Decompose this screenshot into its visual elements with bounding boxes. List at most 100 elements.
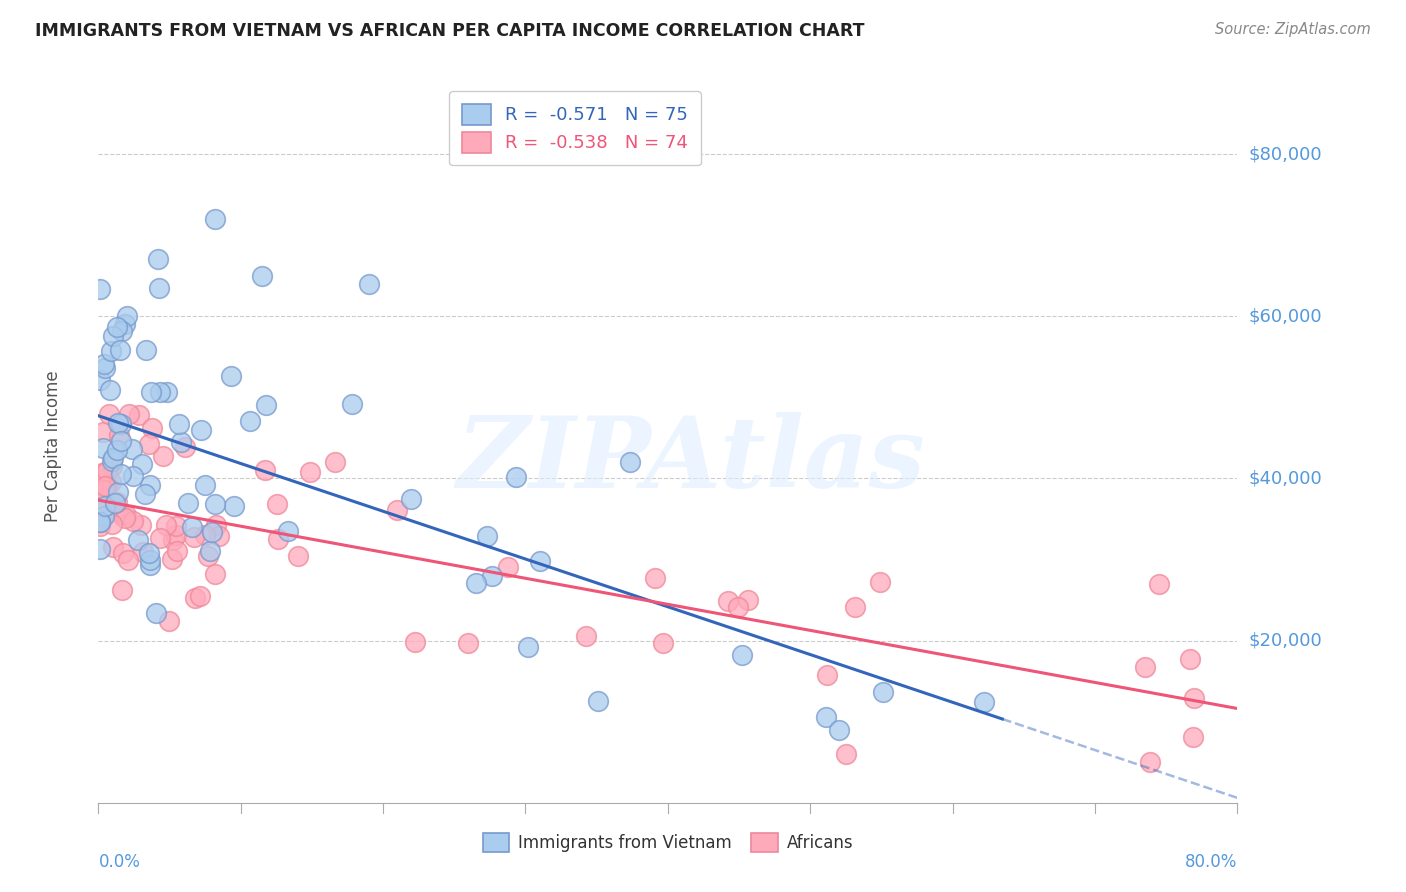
Point [110,467,132,482]
Point [108,343,131,358]
Point [101,451,124,466]
Point [644,571,666,585]
Text: $60,000: $60,000 [1249,307,1322,326]
Text: $80,000: $80,000 [1249,145,1322,163]
Point [505,470,527,484]
Point [266,497,288,511]
Point [91,425,114,439]
Point [100,475,122,490]
Legend: Immigrants from Vietnam, Africans: Immigrants from Vietnam, Africans [477,827,859,859]
Point [194,527,217,541]
Point [481,569,503,583]
Point [250,268,273,283]
Point [174,440,197,454]
Point [101,540,124,554]
Point [132,545,155,559]
Point [224,499,246,513]
Point [529,554,551,568]
Point [814,710,837,724]
Point [181,520,204,534]
Point [737,592,759,607]
Point [89,541,111,556]
Point [357,277,380,291]
Point [94,493,117,508]
Point [200,543,222,558]
Point [129,518,152,533]
Point [149,385,172,400]
Point [869,574,891,589]
Point [135,343,157,357]
Point [184,591,207,606]
Point [204,497,226,511]
Point [727,599,749,614]
Point [134,487,156,501]
Point [139,552,162,566]
Point [117,553,139,567]
Point [114,508,136,522]
Point [204,567,226,582]
Point [101,329,124,343]
Point [107,485,129,500]
Point [101,516,124,531]
Point [107,416,129,430]
Point [575,629,598,643]
Text: Per Capita Income: Per Capita Income [44,370,62,522]
Point [165,518,187,533]
Point [190,424,212,438]
Point [219,369,242,384]
Point [141,421,163,435]
Point [122,468,145,483]
Point [148,252,170,267]
Point [96,464,118,478]
Point [496,560,519,574]
Point [110,434,132,448]
Point [114,317,136,331]
Point [1139,756,1161,770]
Point [111,583,134,598]
Point [91,466,114,480]
Point [91,483,114,498]
Point [89,373,111,387]
Point [145,607,167,621]
Point [835,747,858,762]
Point [188,589,211,603]
Point [139,558,162,573]
Point [165,527,187,541]
Text: $20,000: $20,000 [1249,632,1322,649]
Point [731,648,754,663]
Point [115,310,138,324]
Point [160,552,183,566]
Point [1182,730,1205,744]
Point [100,453,122,467]
Point [204,211,226,226]
Point [93,361,115,376]
Point [404,635,426,649]
Point [287,549,309,563]
Point [254,398,277,412]
Point [162,533,184,547]
Point [516,640,538,654]
Point [94,484,117,499]
Point [148,281,170,295]
Point [1182,690,1205,705]
Point [1133,660,1156,674]
Point [112,546,135,560]
Text: 80.0%: 80.0% [1185,853,1237,871]
Point [1178,652,1201,666]
Point [323,454,346,468]
Point [1147,577,1170,591]
Point [138,436,160,450]
Point [477,529,499,543]
Point [89,518,111,533]
Point [157,614,180,628]
Point [138,546,160,560]
Point [205,517,228,532]
Point [128,409,150,423]
Point [100,344,122,359]
Point [97,407,120,421]
Point [973,695,995,709]
Point [399,492,422,507]
Point [619,455,641,469]
Point [149,531,172,545]
Point [91,442,114,456]
